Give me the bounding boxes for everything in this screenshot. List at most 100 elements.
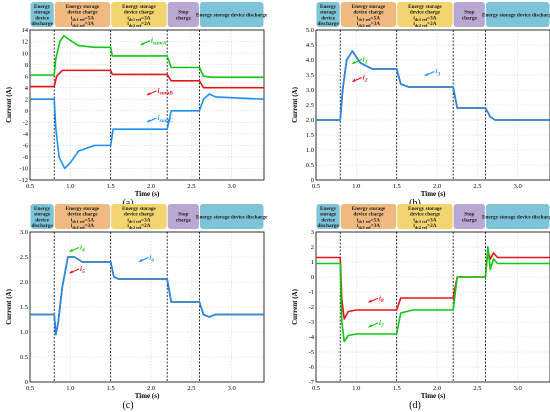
- phase-band-label: idc1 ref=3A: [127, 217, 150, 224]
- phase-band-label: device charge: [410, 212, 441, 218]
- y-tick-label: 2: [311, 244, 314, 251]
- y-tick-label: 0: [311, 274, 314, 281]
- phase-band-bg: [30, 204, 54, 229]
- series-line-i-6: [30, 256, 264, 336]
- phase-band-label: Energy storage: [408, 4, 442, 10]
- phase-band-label: Energy storage: [122, 4, 156, 10]
- phase-band-label: device charge: [67, 10, 98, 16]
- phase-band-label: Energy storage device discharge: [482, 215, 550, 221]
- x-tick-label: 1.0: [66, 183, 74, 190]
- annotation-arrowhead: [69, 248, 73, 252]
- y-axis-label: Current (A): [5, 86, 13, 123]
- annotation-arrowhead: [138, 258, 143, 262]
- phase-band-label: device charge: [410, 10, 441, 16]
- x-tick-label: 2.5: [187, 183, 195, 190]
- x-tick-label: 1.0: [352, 385, 360, 392]
- y-tick-label: 1.5: [20, 304, 28, 311]
- x-tick-label: 0.5: [26, 183, 34, 190]
- series-label-i-5: i5: [80, 265, 85, 275]
- series-line-i-8: [316, 249, 550, 320]
- phase-band-label: idc2 ref=3A: [71, 223, 94, 230]
- x-tick-label: 1.0: [66, 385, 74, 392]
- phase-band-bg: [167, 2, 199, 27]
- phase-band-label: device charge: [124, 10, 155, 16]
- phase-band-label: Energy storage: [352, 206, 386, 212]
- y-tick-label: 0: [25, 379, 28, 386]
- phase-band-label: Stop: [178, 10, 188, 16]
- y-tick-label: -8: [23, 154, 28, 161]
- y-tick-label: -2: [23, 120, 28, 127]
- phase-band-label: discharge: [317, 21, 339, 27]
- y-tick-label: 0: [311, 177, 314, 184]
- phase-band-label: Energy: [320, 4, 337, 10]
- phase-band-bg: [453, 2, 485, 27]
- phase-band-label: Stop: [464, 212, 474, 218]
- phase-band-bg: [340, 204, 397, 229]
- panel-label: (c): [122, 400, 133, 411]
- y-tick-label: 1.0: [306, 147, 314, 154]
- phase-band-label: Energy storage: [66, 206, 100, 212]
- y-tick-label: -2: [309, 304, 314, 311]
- phase-band-label: Energy storage device discharge: [196, 215, 268, 221]
- x-tick-label: 2.0: [147, 385, 155, 392]
- phase-band-bg: [54, 204, 111, 229]
- x-tick-label: 1.5: [107, 183, 115, 190]
- series-label-i-8: i8: [379, 294, 384, 304]
- y-axis-label: Current (A): [291, 288, 299, 325]
- annotation-arrowhead: [69, 270, 73, 274]
- annotation-arrowhead: [351, 78, 356, 82]
- y-tick-label: 4.0: [306, 57, 314, 64]
- phase-band-label: idc1 ref=5A: [71, 217, 94, 224]
- y-tick-label: 10: [22, 50, 29, 57]
- annotation-arrowhead: [351, 60, 356, 64]
- series-label-i-sumC: isumC: [157, 114, 173, 124]
- y-tick-label: 0: [25, 108, 28, 115]
- series-line-i-3: [316, 50, 550, 121]
- y-tick-label: -4: [23, 131, 29, 138]
- phase-band-label: idc2 ref=2A: [127, 21, 150, 28]
- panel-label: (b): [409, 198, 421, 209]
- phase-band-label: device: [35, 217, 50, 223]
- phase-band-bg: [111, 204, 167, 229]
- phase-band-label: idc1 ref=5A: [71, 15, 94, 22]
- phase-band-label: Energy storage device discharge: [482, 13, 550, 19]
- x-tick-label: 2.5: [473, 385, 481, 392]
- grid: [29, 231, 264, 383]
- x-tick-label: 0.5: [312, 385, 320, 392]
- phase-band-label: charge: [462, 15, 478, 21]
- phase-band-bg: [30, 2, 54, 27]
- axes-frame: [315, 231, 550, 383]
- phase-band-label: idc2 ref=2A: [413, 223, 436, 230]
- annotation-arrowhead: [140, 41, 144, 46]
- x-tick-label: 0.5: [312, 183, 320, 190]
- annotation-arrowhead: [146, 92, 151, 96]
- y-tick-label: -12: [19, 177, 28, 184]
- phase-band-label: idc2 ref=3A: [357, 21, 380, 28]
- y-tick-label: 8: [25, 62, 28, 69]
- phase-band-label: storage: [320, 10, 337, 16]
- phase-band-bg: [167, 204, 199, 229]
- panel-label: (d): [409, 400, 421, 411]
- series-line-i-sumA: [30, 34, 264, 79]
- phase-band-bg: [199, 2, 264, 27]
- phase-band-bg: [199, 204, 264, 229]
- x-axis-label: Time (s): [421, 392, 446, 400]
- phase-band-bg: [340, 2, 397, 27]
- x-tick-label: 0.5: [26, 385, 34, 392]
- y-tick-label: 1.0: [20, 329, 28, 336]
- phase-band-label: device charge: [353, 10, 384, 16]
- phase-band-label: Energy: [320, 206, 337, 212]
- phase-band-label: storage: [34, 10, 51, 16]
- phase-band-label: idc2 ref=3A: [357, 223, 380, 230]
- annotation-arrowhead: [424, 72, 429, 76]
